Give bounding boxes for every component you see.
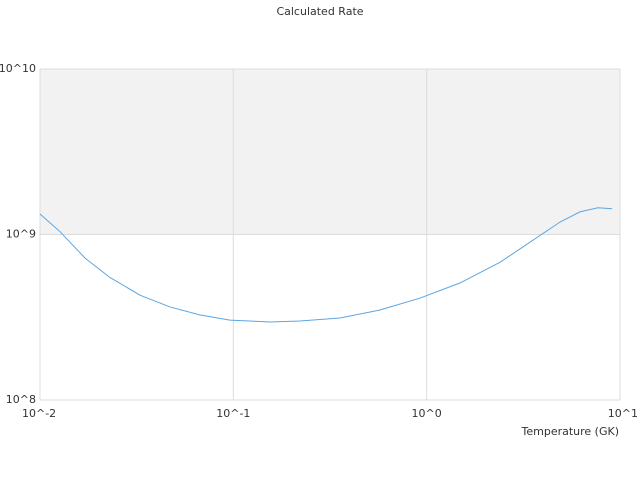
- chart-title: Calculated Rate: [276, 5, 363, 18]
- plot-band: [40, 69, 620, 235]
- x-tick-label: 10^0: [412, 407, 442, 420]
- x-tick-label: 10^1: [608, 407, 638, 420]
- y-tick-label: 10^9: [6, 228, 36, 241]
- y-tick-label: 10^8: [6, 393, 36, 406]
- x-tick-label: 10^-1: [216, 407, 250, 420]
- x-tick-label: 10^-2: [22, 407, 56, 420]
- line-series: [39, 207, 613, 323]
- x-axis-title: Temperature (GK): [521, 425, 620, 438]
- y-tick-label: 10^10: [0, 62, 36, 75]
